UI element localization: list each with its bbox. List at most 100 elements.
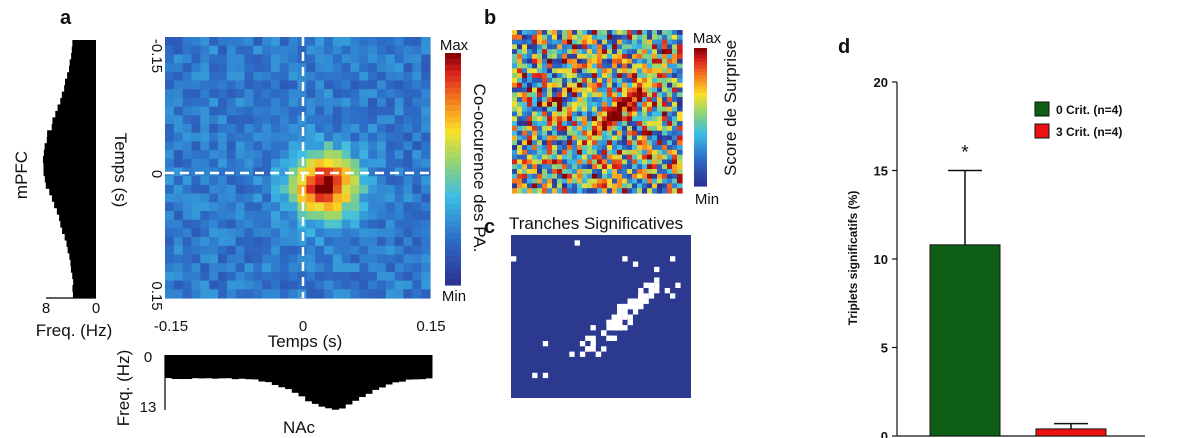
heatmap-b-cell bbox=[582, 30, 588, 36]
heatmap-b-cell bbox=[552, 106, 558, 113]
heatmap-b-cell bbox=[637, 68, 643, 74]
heatmap-b-cell bbox=[602, 49, 608, 55]
heatmap-b-cell bbox=[582, 111, 588, 117]
heatmap-b-cell bbox=[517, 101, 523, 108]
heatmap-a-cell bbox=[315, 211, 325, 221]
heatmap-b-cell bbox=[602, 34, 608, 41]
heatmap-b-cell bbox=[612, 73, 618, 79]
mpfc-hist-bar bbox=[45, 181, 96, 189]
heatmap-a-cell bbox=[218, 245, 228, 256]
heatmap-a-cell bbox=[332, 202, 343, 212]
heatmap-b-cell bbox=[542, 149, 548, 156]
heatmap-a-cell bbox=[173, 211, 184, 221]
heatmap-a-cell bbox=[218, 263, 228, 273]
heatmap-b-cell bbox=[582, 44, 588, 50]
heatmap-a-cell bbox=[253, 63, 263, 73]
heatmap-b-cell bbox=[667, 53, 673, 60]
heatmap-b-cell bbox=[537, 121, 543, 127]
heatmap-a-cell bbox=[332, 289, 343, 299]
heatmap-b-cell bbox=[547, 125, 553, 132]
heatmap-a-cell bbox=[324, 132, 334, 142]
heatmap-b-cell bbox=[577, 106, 583, 113]
heatmap-a-cell bbox=[244, 158, 254, 169]
heatmap-a-cell bbox=[324, 80, 334, 90]
heatmap-b-cell bbox=[677, 178, 683, 185]
heatmap-b-cell bbox=[527, 87, 533, 93]
heatmap-b-cell bbox=[647, 53, 653, 60]
heatmap-b-cell bbox=[542, 178, 548, 185]
heatmap-a-cell bbox=[253, 202, 263, 212]
heatmap-b-cell bbox=[612, 97, 618, 103]
heatmap-b-cell bbox=[632, 101, 638, 108]
heatmap-a-cell bbox=[324, 89, 334, 99]
heatmap-b-cell bbox=[537, 101, 543, 108]
heatmap-b-cell bbox=[627, 63, 633, 69]
heatmap-a-cell bbox=[226, 141, 237, 151]
heatmap-a-cell bbox=[341, 54, 352, 64]
heatmap-a-cell bbox=[306, 71, 316, 82]
heatmap-a-cell bbox=[324, 54, 334, 64]
heatmap-b-cell bbox=[557, 73, 563, 79]
heatmap-a-cell bbox=[306, 115, 316, 125]
significant-bin bbox=[579, 341, 586, 347]
heatmap-a-cell bbox=[288, 193, 299, 203]
heatmap-b-cell bbox=[672, 135, 678, 141]
heatmap-b-cell bbox=[572, 173, 578, 180]
heatmap-a-cell bbox=[368, 158, 378, 169]
heatmap-b-cell bbox=[572, 125, 578, 132]
heatmap-b-cell bbox=[532, 101, 538, 108]
heatmap-a-cell bbox=[244, 71, 254, 82]
heatmap-b-cell bbox=[542, 130, 548, 137]
heatmap-b-cell bbox=[637, 53, 643, 60]
heatmap-a-cell bbox=[403, 271, 413, 282]
heatmap-a-cell bbox=[368, 132, 378, 142]
heatmap-b-cell bbox=[677, 130, 683, 137]
heatmap-b-cell bbox=[607, 145, 613, 151]
significant-bin bbox=[617, 309, 623, 315]
heatmap-b-cell bbox=[572, 154, 578, 161]
heatmap-b-cell bbox=[512, 49, 518, 55]
heatmap-a-cell bbox=[262, 80, 272, 90]
heatmap-b-cell bbox=[657, 39, 663, 45]
heatmap-b-cell bbox=[522, 73, 528, 79]
heatmap-b-cell bbox=[512, 154, 518, 161]
heatmap-a-cell bbox=[297, 106, 307, 116]
heatmap-a-cell bbox=[324, 37, 334, 47]
heatmap-b-cell bbox=[517, 39, 523, 45]
heatmap-b-cell bbox=[567, 159, 573, 165]
heatmap-b-cell bbox=[542, 111, 548, 117]
heatmap-b-cell bbox=[607, 135, 613, 141]
heatmap-b-cell bbox=[622, 140, 628, 146]
colorbar-step bbox=[445, 93, 461, 100]
heatmap-b-cell bbox=[567, 135, 573, 141]
heatmap-a-cell bbox=[235, 37, 246, 47]
heatmap-b-cell bbox=[527, 116, 533, 122]
heatmap-b-cell bbox=[582, 97, 588, 103]
heatmap-b-cell bbox=[662, 58, 668, 65]
heatmap-b-cell bbox=[592, 178, 598, 185]
heatmap-a-cell bbox=[359, 37, 369, 47]
heatmap-a-cell bbox=[218, 254, 228, 264]
heatmap-a-cell bbox=[368, 141, 378, 151]
heatmap-b-cell bbox=[607, 188, 613, 194]
heatmap-b-cell bbox=[677, 87, 683, 93]
heatmap-b-cell bbox=[637, 77, 643, 84]
heatmap-a-cell bbox=[412, 106, 422, 116]
heatmap-a-cell bbox=[209, 124, 219, 134]
heatmap-b-cell bbox=[602, 121, 608, 127]
heatmap-b-cell bbox=[667, 68, 673, 74]
heatmap-b-cell bbox=[532, 164, 538, 170]
heatmap-b-cell bbox=[582, 92, 588, 98]
heatmap-b-cell bbox=[532, 34, 538, 41]
heatmap-b-cell bbox=[512, 111, 518, 117]
heatmap-a-cell bbox=[271, 202, 281, 212]
mpfc-hist-bar bbox=[51, 194, 96, 202]
nac-hist-bar bbox=[405, 355, 413, 380]
a-xtick-0: -0.15 bbox=[154, 318, 188, 335]
heatmap-b-cell bbox=[532, 121, 538, 127]
heatmap-b-cell bbox=[622, 87, 628, 93]
heatmap-b-cell bbox=[522, 130, 528, 137]
heatmap-b-cell bbox=[612, 164, 618, 170]
heatmap-b-cell bbox=[522, 68, 528, 74]
nac-hist-bar bbox=[265, 355, 273, 383]
